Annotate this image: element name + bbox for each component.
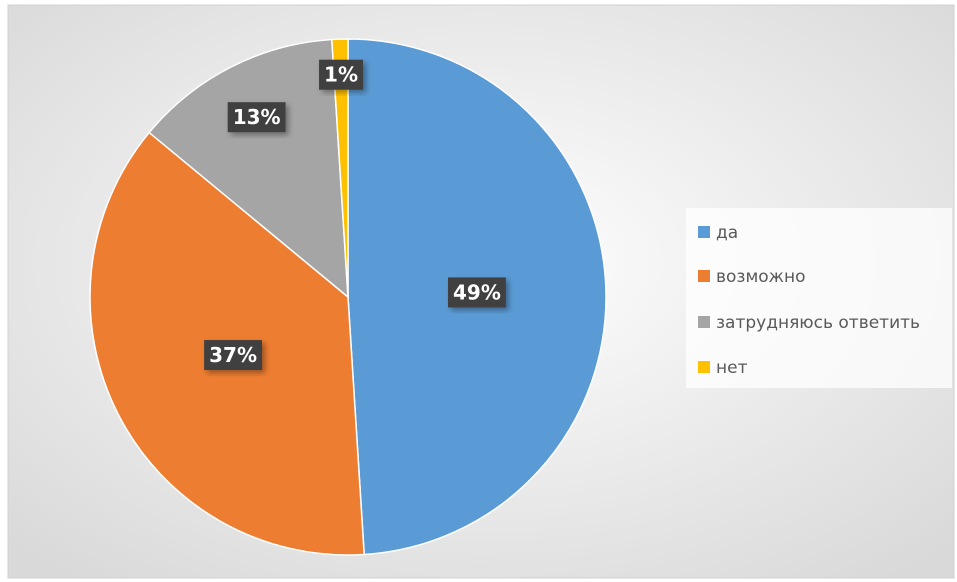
pie-slice <box>148 38 349 299</box>
data-label-text: 37% <box>209 343 257 367</box>
data-label: 1% <box>319 59 364 90</box>
legend-swatch <box>698 361 710 373</box>
data-label: 37% <box>204 340 262 371</box>
legend-label: нет <box>716 358 748 378</box>
data-label: 49% <box>447 277 506 308</box>
legend <box>686 208 952 388</box>
data-label-text: 1% <box>324 63 358 87</box>
legend-label: затрудняюсь ответить <box>716 313 920 333</box>
data-label-box <box>447 277 506 308</box>
legend-swatch <box>698 270 710 282</box>
legend-label: да <box>716 223 738 243</box>
pie-slice <box>331 38 349 298</box>
data-label-box <box>319 59 364 90</box>
data-label-box <box>227 102 286 133</box>
data-label-box <box>204 340 262 371</box>
data-label-text: 49% <box>453 280 501 304</box>
data-label: 13% <box>227 102 286 133</box>
data-label-text: 13% <box>233 105 281 129</box>
legend-label: возможно <box>716 267 806 287</box>
legend-swatch <box>698 316 710 328</box>
legend-swatch <box>698 226 710 238</box>
